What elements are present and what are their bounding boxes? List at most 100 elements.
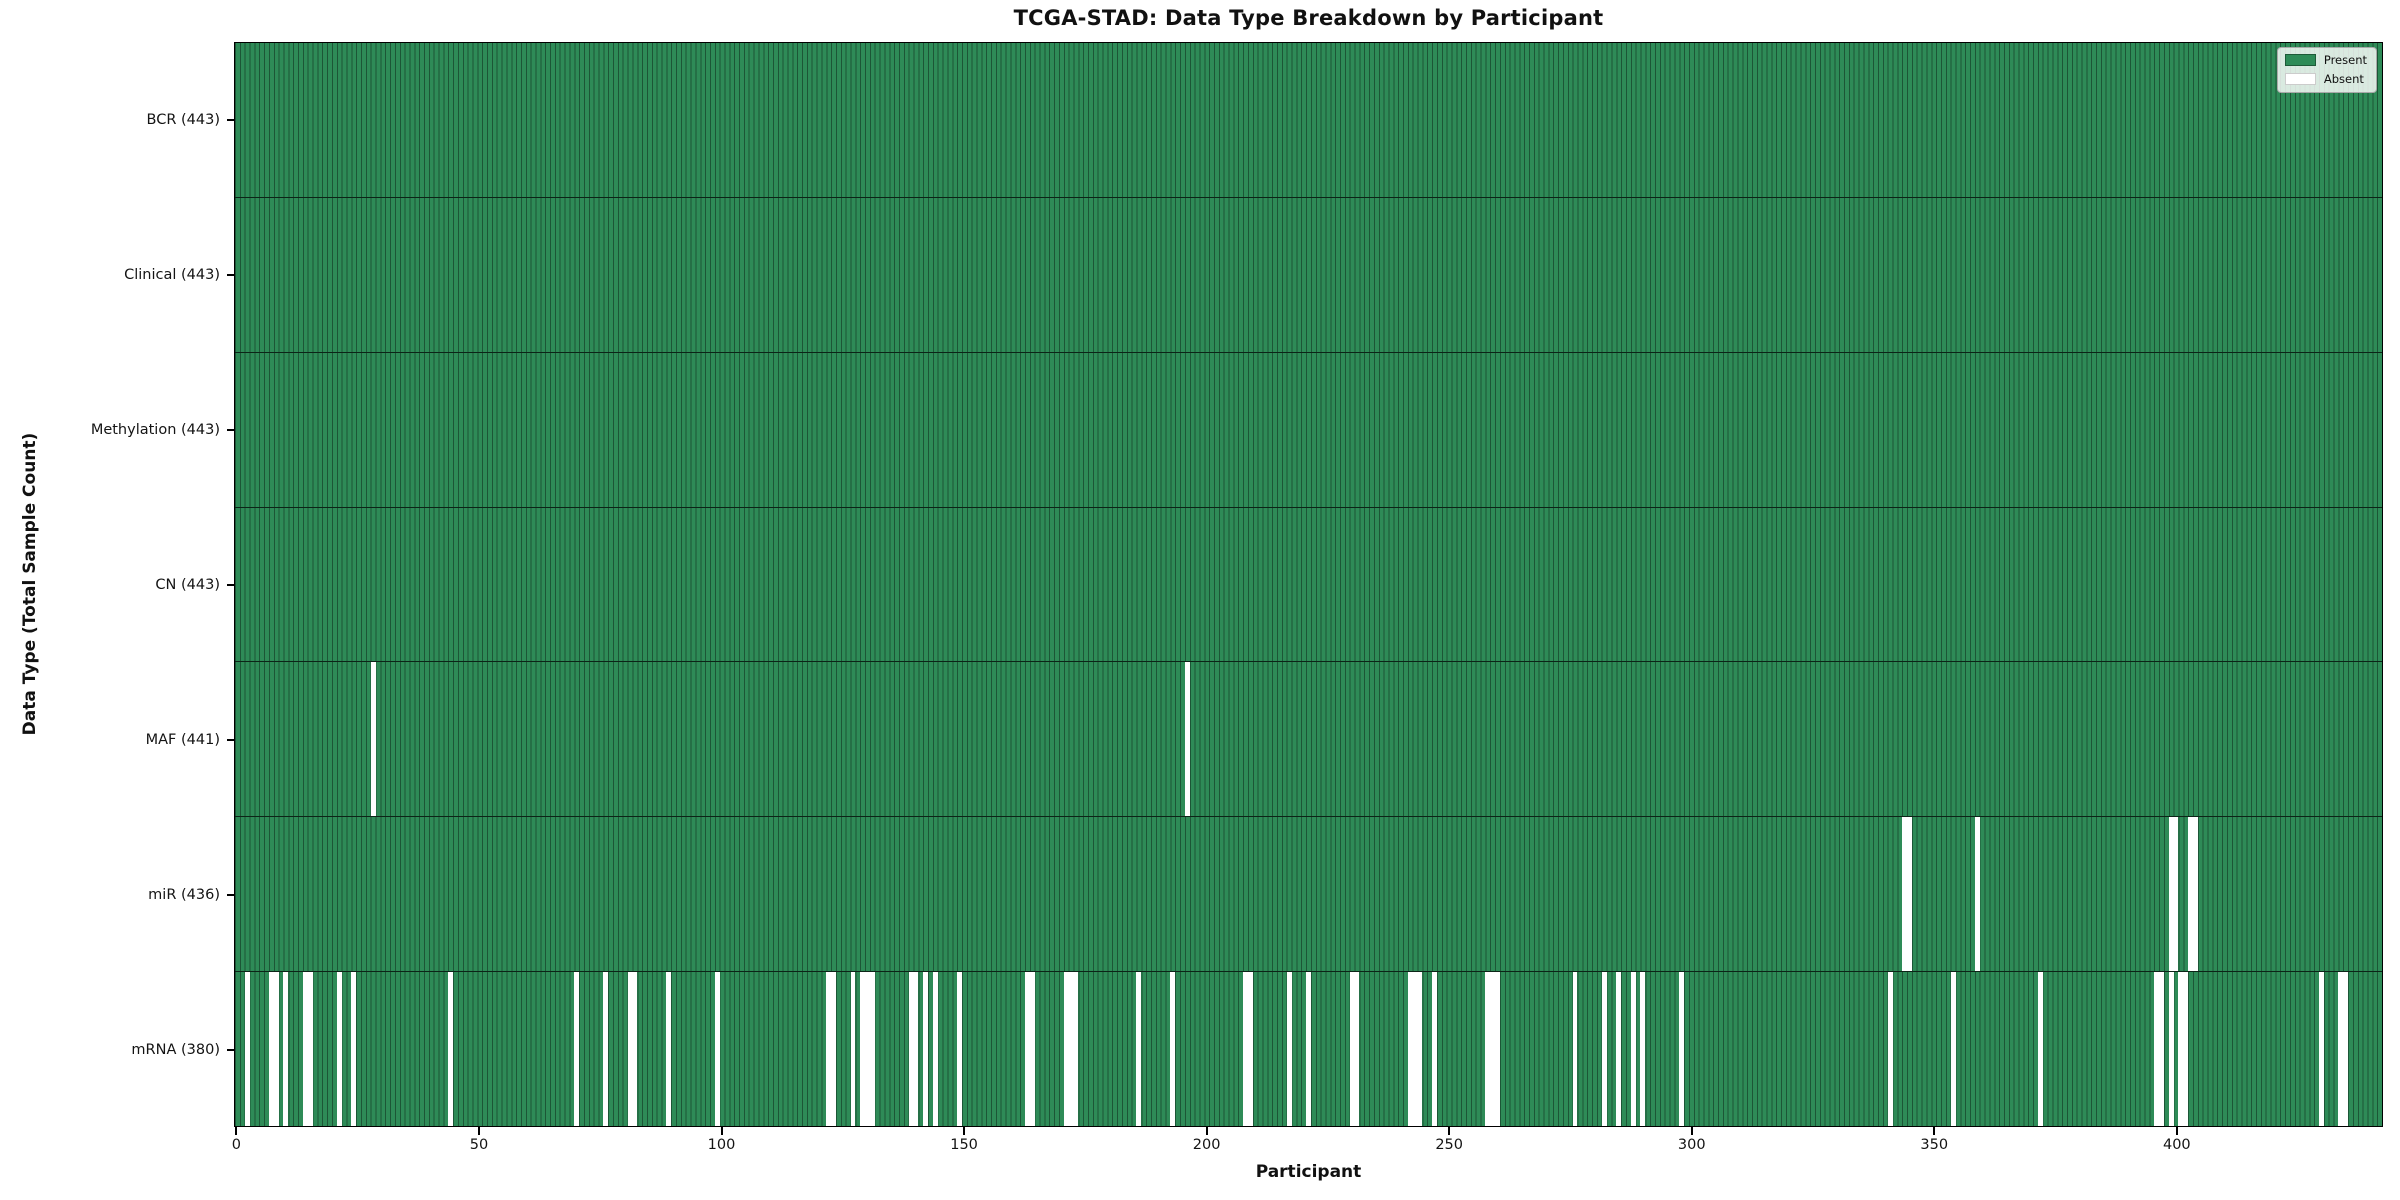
legend-absent-label: Absent	[2323, 72, 2364, 86]
absent-cell-miR-399	[2168, 817, 2174, 972]
x-tick-label-300: 300	[1677, 1137, 1706, 1153]
y-tick-mark	[227, 118, 234, 121]
absent-cell-mRNA-139	[908, 972, 914, 1127]
x-tick-mark	[963, 1127, 966, 1135]
absent-cell-mRNA-122	[826, 972, 832, 1127]
absent-cell-mRNA-402	[2183, 972, 2189, 1127]
absent-cell-mRNA-288	[1630, 972, 1636, 1127]
absent-cell-mRNA-173	[1073, 972, 1079, 1127]
absent-cell-mRNA-430	[2318, 972, 2324, 1127]
y-tick-mark	[227, 428, 234, 431]
absent-cell-mRNA-434	[2338, 972, 2344, 1127]
absent-cell-mRNA-99	[714, 972, 720, 1127]
x-tick-mark	[2175, 1127, 2178, 1135]
absent-cell-mRNA-82	[632, 972, 638, 1127]
absent-cell-mRNA-372	[2037, 972, 2043, 1127]
absent-cell-mRNA-70	[574, 972, 580, 1127]
y-tick-mark	[227, 1048, 234, 1051]
absent-cell-mRNA-130	[865, 972, 870, 1127]
legend-item-present: Present	[2284, 53, 2367, 67]
y-tick-label-miR: miR (436)	[148, 886, 220, 903]
x-tick-label-100: 100	[707, 1137, 736, 1153]
absent-cell-mRNA-164	[1029, 972, 1035, 1127]
absent-cell-mRNA-142	[923, 972, 929, 1127]
absent-cell-mRNA-129	[860, 972, 866, 1127]
absent-cell-mRNA-24	[351, 972, 357, 1127]
absent-cell-mRNA-193	[1170, 972, 1176, 1127]
plot-area: Present Absent	[234, 42, 2383, 1127]
x-tick-mark	[235, 1127, 238, 1135]
row-Clinical	[235, 196, 2382, 352]
absent-swatch-icon	[2284, 73, 2316, 85]
absent-cell-mRNA-259	[1490, 972, 1496, 1127]
absent-cell-mRNA-217	[1286, 972, 1292, 1127]
chart-title: TCGA-STAD: Data Type Breakdown by Partic…	[1013, 6, 1604, 30]
absent-cell-mRNA-399	[2168, 972, 2174, 1127]
absent-cell-mRNA-76	[603, 972, 609, 1127]
x-tick-mark	[1933, 1127, 1936, 1135]
absent-cell-mRNA-2	[244, 972, 250, 1127]
absent-cell-miR-359	[1974, 817, 1980, 972]
absent-cell-mRNA-8	[273, 972, 279, 1127]
absent-cell-mRNA-140	[913, 972, 919, 1127]
absent-cell-mRNA-285	[1616, 972, 1622, 1127]
row-miR	[235, 816, 2382, 972]
legend-present-label: Present	[2323, 53, 2367, 67]
row-Methylation	[235, 351, 2382, 507]
absent-cell-mRNA-186	[1136, 972, 1142, 1127]
y-tick-mark	[227, 583, 234, 586]
absent-cell-mRNA-401	[2178, 972, 2184, 1127]
absent-cell-mRNA-354	[1950, 972, 1956, 1127]
x-tick-label-150: 150	[950, 1137, 978, 1153]
absent-cell-mRNA-144	[932, 972, 938, 1127]
absent-cell-miR-403	[2188, 817, 2193, 972]
row-mRNA	[235, 971, 2382, 1127]
absent-cell-mRNA-221	[1306, 972, 1311, 1127]
y-tick-label-MAF: MAF (441)	[145, 731, 220, 748]
absent-cell-mRNA-127	[850, 972, 856, 1127]
y-tick-label-mRNA: mRNA (380)	[131, 1041, 220, 1058]
absent-cell-mRNA-163	[1024, 972, 1030, 1127]
absent-cell-mRNA-21	[336, 972, 342, 1127]
y-tick-label-BCR: BCR (443)	[146, 111, 221, 128]
absent-cell-mRNA-247	[1432, 972, 1437, 1127]
absent-cell-mRNA-123	[831, 972, 836, 1127]
absent-cell-mRNA-276	[1572, 972, 1578, 1127]
x-tick-label-250: 250	[1435, 1137, 1464, 1153]
absent-cell-mRNA-397	[2159, 972, 2164, 1127]
absent-cell-mRNA-171	[1063, 972, 1069, 1127]
absent-cell-miR-344	[1902, 817, 1908, 972]
x-axis-label: Participant	[1255, 1162, 1362, 1182]
absent-cell-mRNA-341	[1887, 972, 1893, 1127]
x-tick-mark	[1690, 1127, 1693, 1135]
absent-cell-mRNA-290	[1640, 972, 1646, 1127]
x-tick-label-350: 350	[1920, 1137, 1949, 1153]
absent-cell-mRNA-81	[627, 972, 633, 1127]
row-CN	[235, 506, 2382, 662]
y-tick-mark	[227, 893, 234, 896]
absent-cell-mRNA-209	[1247, 972, 1253, 1127]
absent-cell-mRNA-208	[1243, 972, 1248, 1127]
x-tick-label-50: 50	[469, 1137, 489, 1153]
absent-cell-miR-404	[2192, 817, 2198, 972]
absent-cell-mRNA-244	[1417, 972, 1423, 1127]
absent-cell-mRNA-131	[869, 972, 875, 1127]
x-tick-mark	[477, 1127, 480, 1135]
absent-cell-mRNA-172	[1068, 972, 1074, 1127]
absent-cell-mRNA-149	[957, 972, 962, 1127]
absent-cell-mRNA-396	[2154, 972, 2160, 1127]
x-tick-mark	[1448, 1127, 1451, 1135]
absent-cell-mRNA-230	[1349, 972, 1355, 1127]
x-tick-label-400: 400	[2162, 1137, 2191, 1153]
absent-cell-mRNA-44	[448, 972, 454, 1127]
row-MAF	[235, 661, 2382, 817]
absent-cell-miR-400	[2173, 817, 2179, 972]
absent-cell-mRNA-15	[307, 972, 313, 1127]
absent-cell-mRNA-258	[1485, 972, 1491, 1127]
absent-cell-miR-345	[1907, 817, 1912, 972]
y-tick-label-Methylation: Methylation (443)	[90, 421, 220, 438]
x-tick-label-200: 200	[1192, 1137, 1221, 1153]
x-tick-mark	[1205, 1127, 1208, 1135]
y-tick-label-CN: CN (443)	[155, 576, 220, 593]
